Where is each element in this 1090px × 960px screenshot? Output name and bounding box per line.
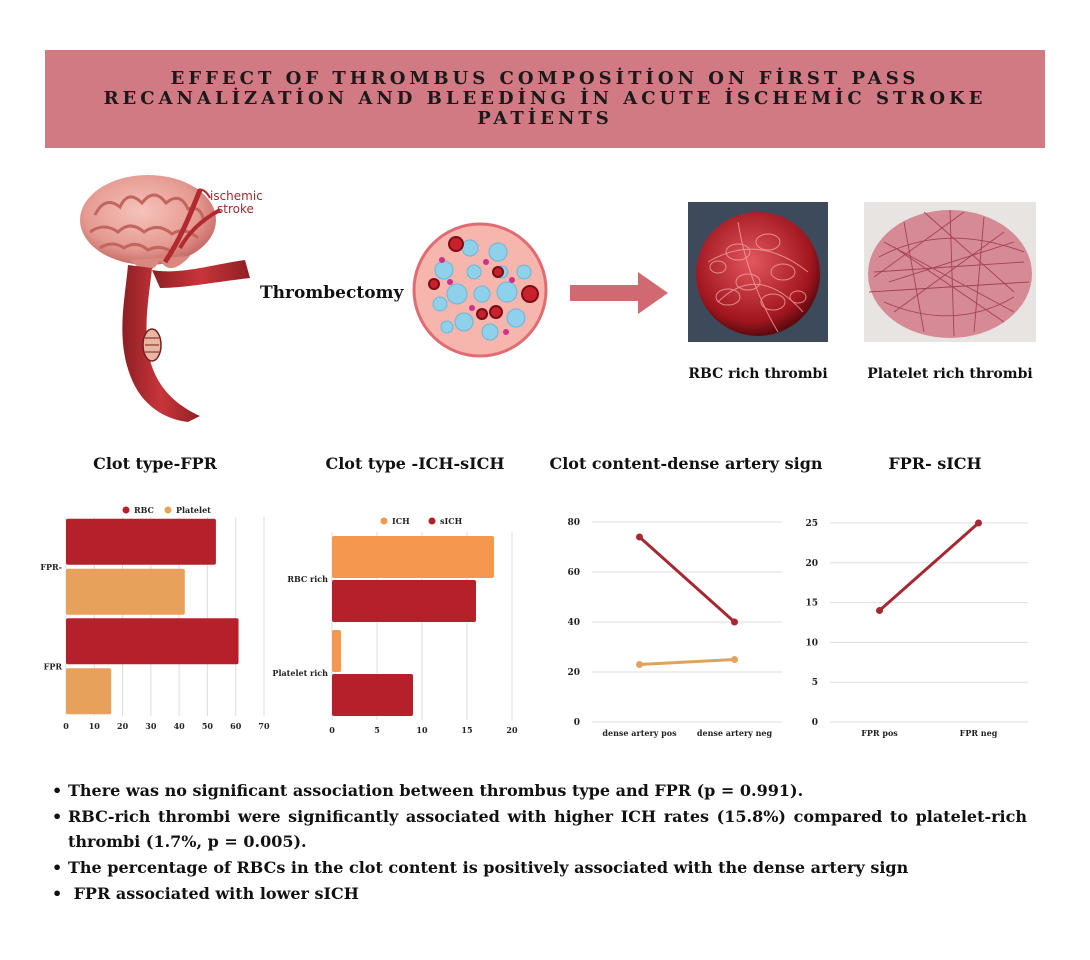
bullet-dot: • — [52, 858, 63, 877]
bar — [332, 630, 341, 672]
finding-item: • FPR associated with lower sICH — [52, 881, 1027, 906]
x-tick-label: 20 — [506, 725, 518, 735]
chart-2-title: Clot type -ICH-sICH — [325, 454, 505, 473]
clot-cross-section-illustration — [412, 222, 548, 358]
x-tick-label: 70 — [258, 721, 270, 731]
bar — [66, 668, 112, 715]
y-tick-label: 15 — [805, 599, 818, 609]
bar — [66, 568, 185, 615]
data-point — [975, 519, 982, 527]
bar — [332, 580, 476, 622]
y-category-label: FPR- — [40, 562, 62, 572]
x-tick-label: 0 — [63, 721, 69, 731]
finding-item: • RBC-rich thrombi were significantly ass… — [52, 804, 1027, 854]
x-tick-label: 40 — [174, 721, 186, 731]
series-line — [638, 535, 736, 624]
bullet-dot: • — [52, 884, 63, 903]
x-category-label: FPR pos — [861, 728, 898, 738]
y-category-label: RBC rich — [287, 574, 328, 584]
data-point — [876, 607, 883, 615]
x-tick-label: 0 — [329, 725, 335, 735]
x-tick-label: 10 — [416, 725, 428, 735]
legend-swatch — [122, 506, 130, 514]
x-tick-label: 50 — [202, 721, 214, 731]
y-tick-label: 5 — [812, 678, 818, 688]
y-tick-label: 40 — [567, 618, 580, 628]
chart-4-title: FPR- sICH — [888, 454, 982, 473]
chart-clot-type-ich-sich: 0 5 10 15 20 ICH sICH RBC rich Platelet rich — [272, 505, 522, 744]
x-category-label: dense artery neg — [697, 728, 773, 738]
legend-label: ICH — [392, 516, 410, 526]
finding-text: FPR associated with lower sICH — [68, 884, 359, 903]
y-tick-label: 0 — [812, 718, 818, 728]
y-tick-label: 25 — [805, 519, 818, 529]
x-tick-label: 10 — [89, 721, 101, 731]
y-tick-label: 0 — [574, 718, 580, 728]
legend-swatch — [164, 506, 172, 514]
x-tick-label: 30 — [145, 721, 157, 731]
stroke-label: stroke — [217, 202, 254, 216]
y-tick-label: 80 — [567, 518, 580, 528]
legend-label: Platelet — [176, 505, 211, 515]
title-banner: EFFECT OF THROMBUS COMPOSİTİON ON FİRST … — [45, 50, 1045, 148]
findings-list: • There was no significant association be… — [52, 778, 1027, 907]
finding-text: The percentage of RBCs in the clot conte… — [68, 858, 909, 877]
x-tick-label: 5 — [374, 725, 380, 735]
legend-swatch — [428, 517, 436, 525]
x-tick-label: 60 — [230, 721, 242, 731]
chart-svg: 0 10 20 30 40 50 60 70 RBC Platelet FPR- FPR — [40, 505, 270, 731]
chart-svg: 0 20 40 60 80 dense artery pos dense artery ne… — [567, 518, 782, 738]
ischemic-label: ischemic — [210, 189, 263, 203]
x-category-label: FPR neg — [960, 728, 998, 738]
platelet-thrombus-image — [864, 202, 1036, 342]
chart-3-title: Clot content-dense artery sign — [549, 454, 823, 473]
chart-clot-content-dense-artery: 0 20 40 60 80 dense artery pos dense artery ne… — [550, 505, 790, 749]
y-tick-label: 10 — [805, 638, 818, 648]
bullet-dot: • — [52, 807, 63, 826]
bar — [66, 618, 239, 665]
series-line — [878, 521, 980, 612]
bullet-dot: • — [52, 781, 63, 800]
platelet-caption: Platelet rich thrombi — [867, 366, 1033, 382]
bar — [332, 674, 413, 716]
chart-svg: 0 5 10 15 20 25 FPR pos FPR neg — [805, 519, 1028, 738]
chart-clot-type-fpr: 0 10 20 30 40 50 60 70 RBC Platelet FPR- FPR — [30, 495, 270, 744]
series-line — [639, 658, 735, 666]
finding-text: There was no significant association bet… — [68, 781, 804, 800]
rbc-thrombus-image — [688, 202, 828, 342]
right-arrow-icon — [570, 272, 668, 314]
title-line-2: RECANALİZATİON AND BLEEDİNG İN ACUTE İSC… — [103, 88, 987, 109]
chart-fpr-sich: 0 5 10 15 20 25 FPR pos FPR neg — [800, 505, 1035, 749]
legend-swatch — [380, 517, 388, 525]
x-tick-label: 20 — [117, 721, 129, 731]
x-tick-label: 15 — [461, 725, 472, 735]
finding-item: • There was no significant association be… — [52, 778, 1027, 803]
legend-label: sICH — [440, 516, 463, 526]
bar — [66, 518, 216, 565]
data-point — [636, 533, 643, 541]
finding-item: • The percentage of RBCs in the clot cont… — [52, 855, 1027, 880]
y-tick-label: 20 — [805, 559, 818, 569]
chart-1-title: Clot type-FPR — [93, 454, 217, 473]
rbc-caption: RBC rich thrombi — [688, 366, 828, 382]
bar — [332, 536, 494, 578]
legend-label: RBC — [134, 505, 154, 515]
title-line-1: EFFECT OF THROMBUS COMPOSİTİON ON FİRST … — [170, 68, 920, 89]
finding-text: RBC-rich thrombi were significantly asso… — [68, 807, 1027, 851]
y-tick-label: 60 — [567, 568, 580, 578]
x-category-label: dense artery pos — [602, 728, 677, 738]
data-point — [731, 618, 738, 626]
data-point — [636, 661, 643, 668]
y-tick-label: 20 — [567, 668, 580, 678]
brain-artery-illustration: ischemic stroke — [80, 175, 263, 422]
y-category-label: FPR — [44, 661, 63, 671]
data-point — [731, 656, 738, 663]
chart-svg: 0 5 10 15 20 ICH sICH RBC rich Platelet rich — [272, 516, 518, 735]
y-category-label: Platelet rich — [272, 668, 328, 678]
thrombectomy-label: Thrombectomy — [260, 283, 404, 303]
title-line-3: PATİENTS — [477, 108, 613, 129]
